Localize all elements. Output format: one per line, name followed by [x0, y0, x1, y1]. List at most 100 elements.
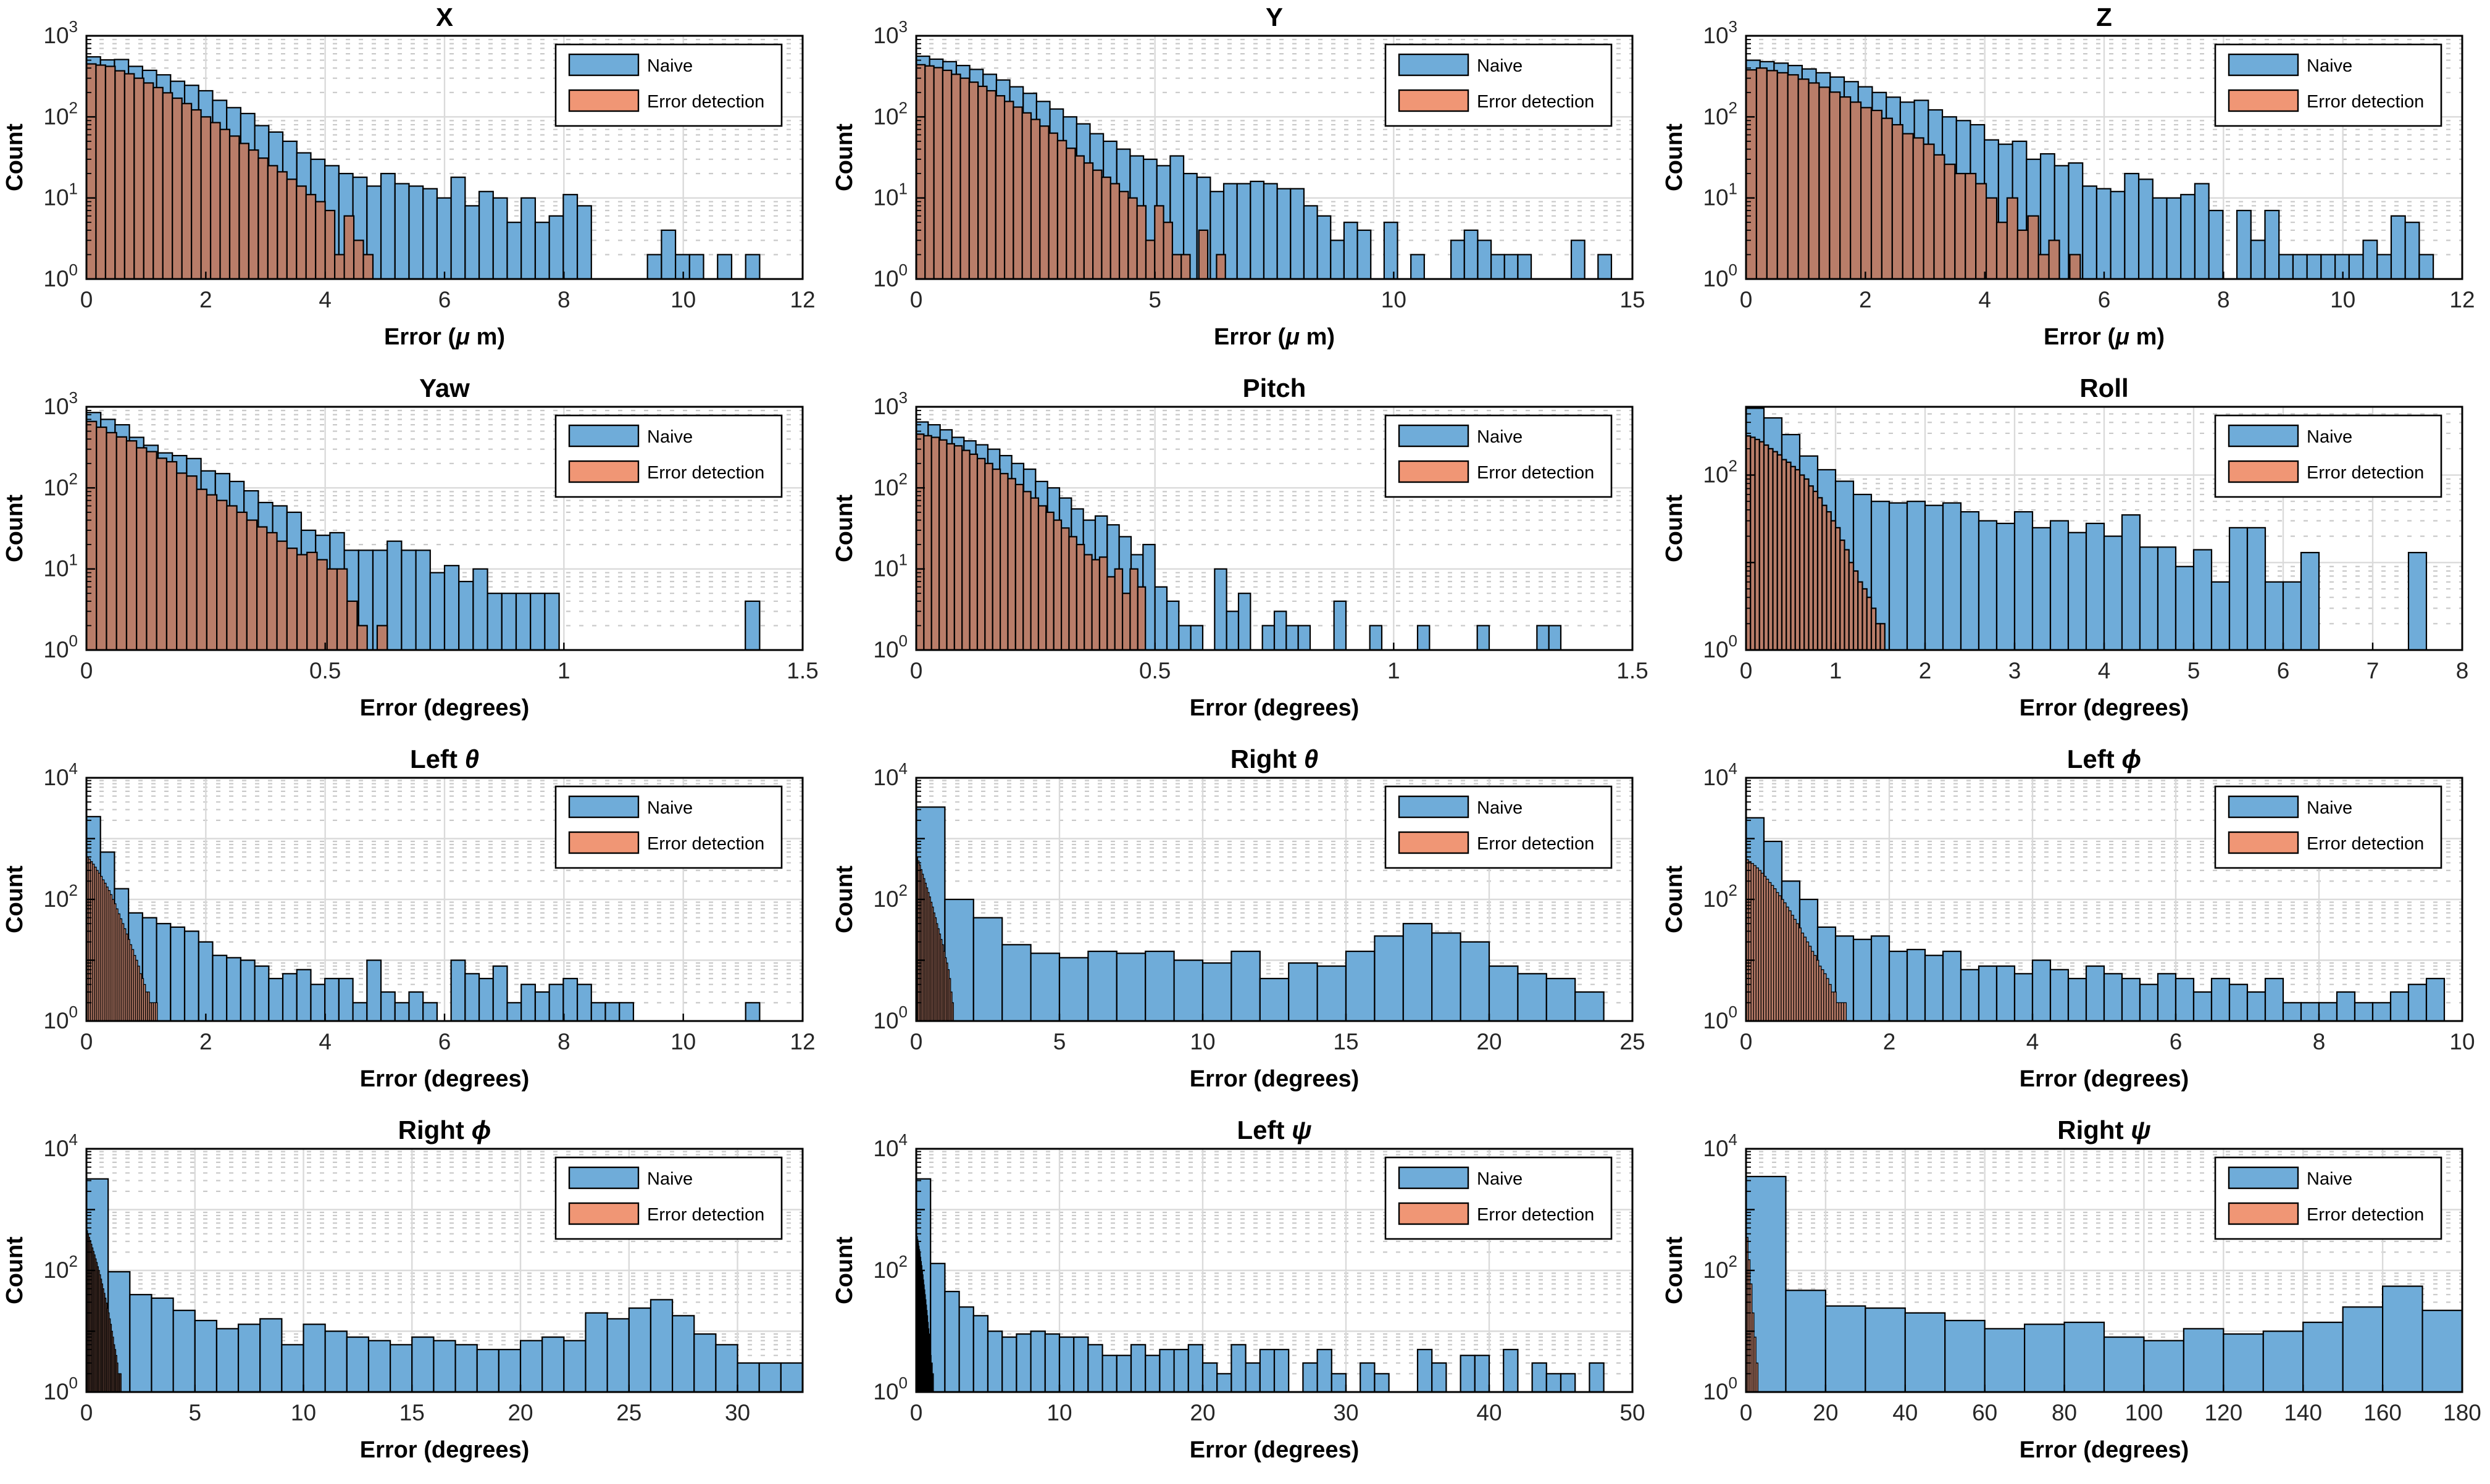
naive-bar [2110, 191, 2126, 280]
naive-bar [1261, 625, 1276, 651]
error-detection-bar [1180, 254, 1191, 280]
y-tick-labels: 100 102 104 [873, 1130, 908, 1404]
error-detection-bar [933, 67, 944, 280]
y-tick-labels: 100 102 104 [43, 759, 78, 1033]
x-tick-label: 40 [1476, 1400, 1502, 1425]
error-detection-bar [154, 1002, 158, 1022]
legend-swatch-error-detection [1398, 460, 1469, 483]
x-tick-label: 15 [1619, 287, 1645, 312]
error-detection-bar [206, 494, 218, 651]
x-tick-label: 10 [291, 1400, 316, 1425]
naive-bar [386, 540, 403, 651]
error-detection-bar [196, 488, 207, 651]
error-detection-bar [1891, 123, 1903, 280]
naive-bar [1166, 600, 1180, 651]
naive-bar [646, 254, 662, 280]
x-tick-label: 5 [188, 1400, 201, 1425]
naive-bar [2236, 209, 2252, 280]
x-tick-label: 6 [438, 287, 451, 312]
naive-bar [215, 1328, 240, 1393]
x-tick-label: 4 [2098, 658, 2111, 683]
naive-bar [737, 1362, 760, 1393]
naive-bar [2262, 1330, 2304, 1393]
naive-bar [422, 1002, 438, 1022]
naive-bar [2421, 1309, 2463, 1393]
naive-bar [226, 957, 241, 1022]
error-detection-bar [1066, 148, 1076, 280]
y-tick-label: 102 [873, 469, 908, 500]
naive-bar [172, 1309, 196, 1393]
plot-title: Z [2096, 2, 2112, 31]
naive-bar [1852, 938, 1873, 1022]
x-tick-label: 4 [319, 287, 332, 312]
error-detection-bar [1053, 519, 1063, 651]
naive-bar [1201, 1362, 1218, 1393]
error-detection-bar [85, 63, 97, 280]
naive-bar [1463, 229, 1479, 280]
naive-bar [520, 983, 537, 1022]
y-tick-label: 102 [1703, 98, 1737, 129]
x-axis-label: Error (degrees) [360, 1066, 530, 1092]
tick-marks [1745, 406, 2463, 651]
naive-bar [1517, 254, 1532, 280]
subplot-left: 0 10 20 30 40 50 100 102 104 Left ψ Count Error (de… [830, 1113, 1660, 1484]
naive-bar [1245, 1362, 1261, 1393]
naive-bar [401, 549, 417, 651]
naive-bar [1906, 949, 1926, 1022]
y-axis-label: Count [832, 865, 858, 933]
plot-title: Left θ [410, 744, 479, 773]
naive-bar [237, 1324, 261, 1393]
naive-bar [2300, 552, 2320, 651]
naive-bar [443, 565, 460, 651]
naive-bar [2210, 581, 2231, 651]
naive-bar [2085, 522, 2105, 651]
error-detection-bar [1902, 133, 1914, 280]
x-axis-label: Error (degrees) [360, 1437, 530, 1463]
x-tick-label: 2 [1859, 287, 1872, 312]
legend-swatch-naive [568, 795, 640, 819]
y-tick-label: 102 [43, 1252, 78, 1283]
naive-bar [1904, 1312, 1946, 1393]
error-detection-bar [968, 81, 979, 280]
plot-title: Roll [2079, 373, 2128, 402]
error-detection-bar [1048, 132, 1059, 280]
naive-bar [1201, 962, 1232, 1022]
error-detection-bar [165, 461, 178, 651]
error-detection-bars [1745, 859, 1847, 1022]
x-tick-label: 8 [2217, 287, 2230, 312]
naive-bar [2223, 1333, 2264, 1393]
naive-bar [1374, 1373, 1390, 1393]
error-detection-bar [1850, 101, 1862, 280]
error-detection-bar [123, 73, 135, 280]
legend-swatch-error-detection [1398, 1202, 1469, 1225]
legend-label-error-detection: Error detection [647, 834, 764, 854]
naive-bar [1888, 951, 1908, 1022]
naive-bar [1477, 240, 1492, 280]
naive-bar [380, 173, 396, 280]
y-tick-labels: 100 102 [1703, 457, 1737, 662]
naive-bar [2152, 197, 2168, 280]
naive-bar [2376, 254, 2392, 280]
naive-bar [1545, 978, 1576, 1022]
y-tick-labels: 100 102 104 [43, 1130, 78, 1404]
naive-bar [2157, 973, 2177, 1022]
naive-bar [1944, 1320, 1986, 1393]
x-tick-label: 10 [1047, 1400, 1072, 1425]
naive-bar [2371, 1002, 2392, 1022]
error-detection-bar [1776, 72, 1789, 280]
naive-bar [2306, 254, 2322, 280]
y-axis-label: Count [832, 1236, 858, 1304]
y-tick-label: 103 [873, 17, 908, 48]
subplot-canvas-pitch: 0 0.5 1 1.5 100 101 102 103 Pitch Count Error (deg… [832, 373, 1648, 721]
naive-bar [2342, 1306, 2384, 1393]
naive-bar [1237, 593, 1251, 651]
naive-bar [548, 983, 564, 1022]
error-detection-bar [1755, 67, 1768, 280]
naive-bar [972, 1315, 989, 1393]
error-detection-bar [256, 526, 268, 651]
naive-bar [408, 991, 424, 1022]
naive-bar [2192, 549, 2213, 651]
naive-bar [1288, 962, 1318, 1022]
naive-bar [1345, 951, 1376, 1022]
naive-bar [394, 1002, 410, 1022]
